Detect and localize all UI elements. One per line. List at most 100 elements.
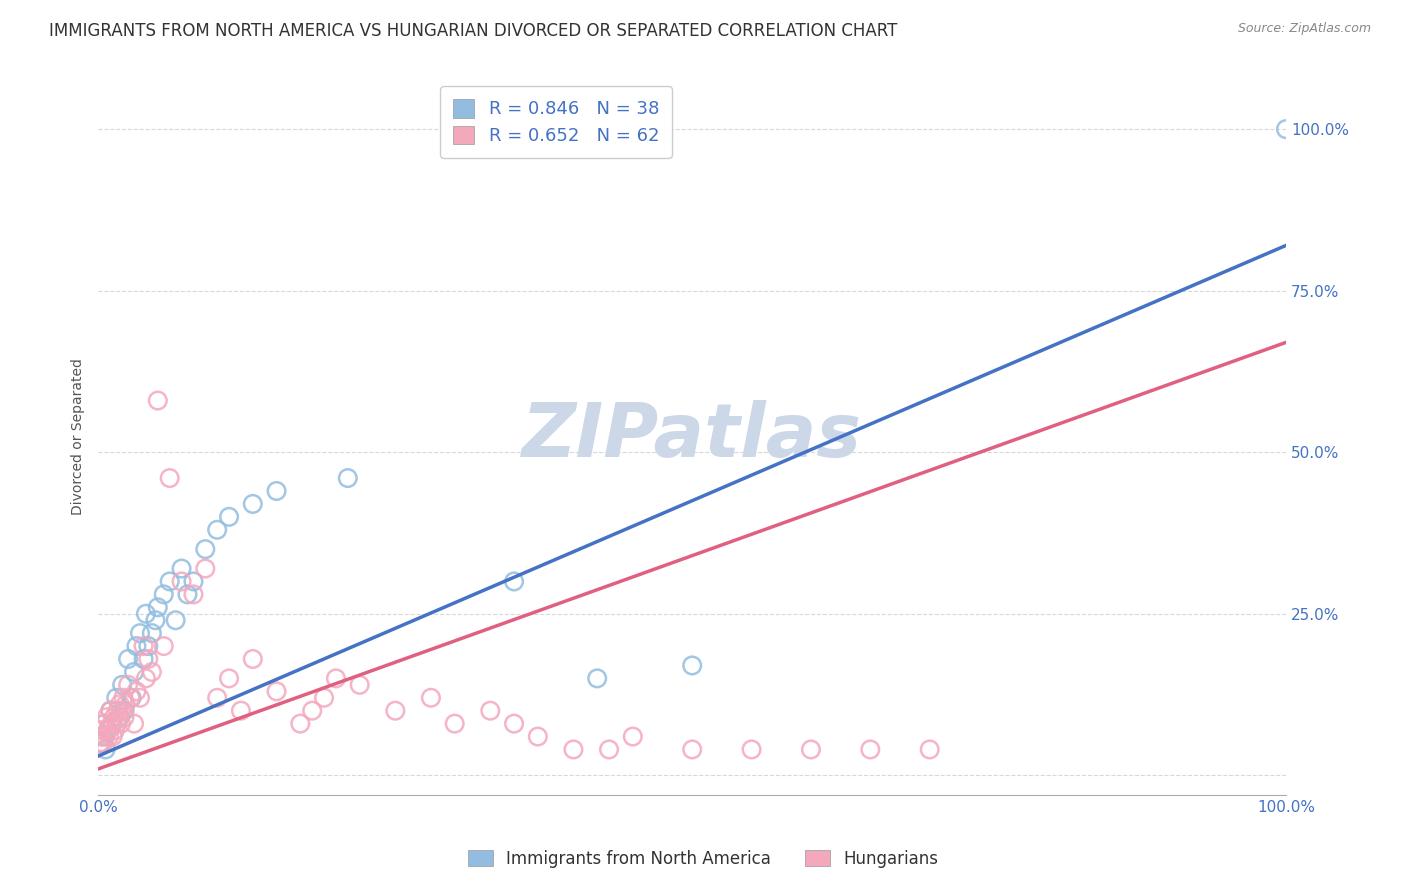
Point: [266, 684, 288, 698]
Point: [681, 742, 703, 756]
Point: [176, 587, 198, 601]
Point: [97, 723, 120, 737]
Point: [107, 704, 129, 718]
Point: [242, 652, 264, 666]
Point: [290, 716, 312, 731]
Point: [122, 716, 145, 731]
Point: [97, 723, 120, 737]
Point: [136, 639, 159, 653]
Point: [146, 600, 169, 615]
Point: [129, 626, 152, 640]
Point: [98, 704, 121, 718]
Point: [91, 723, 114, 737]
Point: [183, 574, 205, 589]
Point: [194, 561, 217, 575]
Point: [170, 561, 193, 575]
Point: [586, 672, 609, 686]
Point: [136, 652, 159, 666]
Point: [111, 678, 134, 692]
Point: [598, 742, 620, 756]
Point: [681, 658, 703, 673]
Point: [325, 672, 347, 686]
Point: [152, 587, 174, 601]
Point: [145, 613, 167, 627]
Point: [125, 639, 148, 653]
Text: Source: ZipAtlas.com: Source: ZipAtlas.com: [1237, 22, 1371, 36]
Point: [229, 704, 252, 718]
Point: [205, 523, 228, 537]
Point: [105, 716, 128, 731]
Point: [114, 710, 136, 724]
Point: [859, 742, 882, 756]
Point: [98, 704, 121, 718]
Point: [91, 730, 114, 744]
Point: [384, 704, 406, 718]
Point: [741, 742, 763, 756]
Point: [312, 690, 335, 705]
Point: [170, 574, 193, 589]
Point: [420, 690, 443, 705]
Point: [349, 678, 371, 692]
Point: [503, 574, 526, 589]
Point: [90, 736, 112, 750]
Point: [183, 587, 205, 601]
Point: [93, 716, 115, 731]
Point: [90, 730, 112, 744]
Point: [152, 639, 174, 653]
Point: [146, 393, 169, 408]
Point: [918, 742, 941, 756]
Legend: R = 0.846   N = 38, R = 0.652   N = 62: R = 0.846 N = 38, R = 0.652 N = 62: [440, 87, 672, 158]
Point: [89, 736, 111, 750]
Point: [117, 652, 139, 666]
Point: [114, 697, 136, 711]
Point: [135, 672, 157, 686]
Point: [159, 574, 181, 589]
Text: ZIPatlas: ZIPatlas: [522, 400, 862, 473]
Point: [503, 716, 526, 731]
Point: [110, 716, 132, 731]
Point: [1275, 122, 1298, 136]
Point: [132, 652, 155, 666]
Point: [141, 626, 163, 640]
Point: [336, 471, 359, 485]
Point: [91, 736, 114, 750]
Point: [122, 665, 145, 679]
Point: [112, 690, 135, 705]
Point: [800, 742, 823, 756]
Point: [527, 730, 550, 744]
Point: [107, 710, 129, 724]
Point: [103, 710, 125, 724]
Point: [105, 690, 128, 705]
Point: [242, 497, 264, 511]
Point: [114, 704, 136, 718]
Point: [108, 710, 131, 724]
Point: [218, 672, 240, 686]
Point: [443, 716, 465, 731]
Point: [93, 716, 115, 731]
Point: [266, 483, 288, 498]
Point: [141, 665, 163, 679]
Point: [108, 697, 131, 711]
Point: [218, 509, 240, 524]
Point: [121, 690, 143, 705]
Point: [562, 742, 585, 756]
Point: [94, 742, 117, 756]
Point: [100, 716, 122, 731]
Point: [125, 684, 148, 698]
Point: [621, 730, 644, 744]
Point: [101, 716, 124, 731]
Point: [159, 471, 181, 485]
Point: [120, 690, 142, 705]
Point: [129, 690, 152, 705]
Point: [98, 730, 121, 744]
Text: IMMIGRANTS FROM NORTH AMERICA VS HUNGARIAN DIVORCED OR SEPARATED CORRELATION CHA: IMMIGRANTS FROM NORTH AMERICA VS HUNGARI…: [49, 22, 897, 40]
Point: [94, 730, 117, 744]
Point: [96, 710, 118, 724]
Point: [205, 690, 228, 705]
Point: [117, 678, 139, 692]
Point: [135, 607, 157, 621]
Legend: Immigrants from North America, Hungarians: Immigrants from North America, Hungarian…: [461, 844, 945, 875]
Point: [479, 704, 502, 718]
Point: [165, 613, 187, 627]
Point: [101, 730, 124, 744]
